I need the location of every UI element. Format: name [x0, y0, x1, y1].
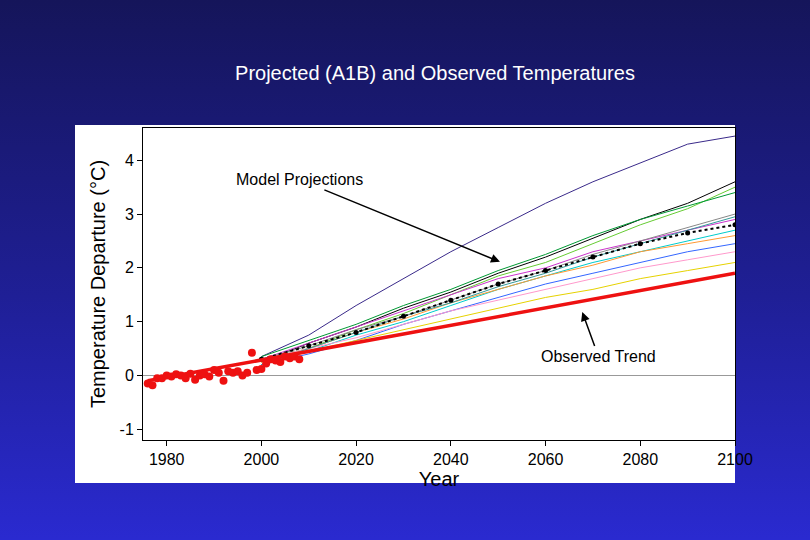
svg-text:2100: 2100 [717, 451, 753, 468]
svg-text:1980: 1980 [149, 451, 185, 468]
svg-text:Observed Trend: Observed Trend [541, 348, 656, 365]
svg-text:2000: 2000 [244, 451, 280, 468]
svg-text:2: 2 [125, 259, 134, 276]
svg-text:2020: 2020 [338, 451, 374, 468]
svg-text:Temperature Departure (°C): Temperature Departure (°C) [87, 160, 109, 408]
svg-text:3: 3 [125, 206, 134, 223]
svg-text:2080: 2080 [622, 451, 658, 468]
svg-text:Model Projections: Model Projections [236, 171, 363, 188]
svg-text:0: 0 [125, 367, 134, 384]
svg-text:2060: 2060 [528, 451, 564, 468]
svg-text:2040: 2040 [433, 451, 469, 468]
svg-text:4: 4 [125, 152, 134, 169]
svg-text:-1: -1 [120, 421, 134, 438]
svg-text:Year: Year [419, 468, 460, 490]
svg-text:1: 1 [125, 313, 134, 330]
svg-text:Projected (A1B) and Observed T: Projected (A1B) and Observed Temperature… [235, 62, 635, 84]
